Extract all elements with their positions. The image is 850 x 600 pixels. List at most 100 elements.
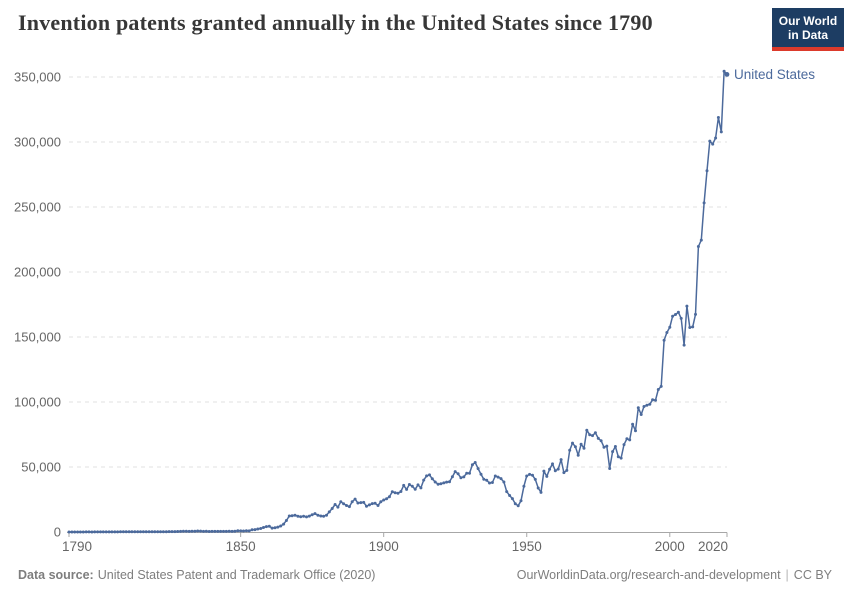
- data-point-1813: [133, 530, 137, 534]
- data-point-1924: [450, 475, 454, 479]
- data-point-1829: [179, 529, 183, 533]
- data-point-1807: [116, 530, 120, 534]
- data-point-2009: [694, 312, 697, 316]
- data-point-1911: [413, 487, 417, 491]
- data-point-1889: [350, 500, 354, 504]
- data-point-1976: [599, 439, 603, 443]
- data-point-1970: [582, 446, 586, 450]
- data-point-1849: [236, 529, 240, 533]
- data-point-1843: [219, 529, 223, 533]
- data-point-1858: [262, 526, 265, 529]
- data-point-1824: [164, 530, 168, 534]
- y-axis-label-0: 0: [54, 525, 61, 540]
- data-point-1871: [299, 515, 303, 519]
- data-point-1990: [639, 413, 643, 416]
- data-point-2008: [691, 325, 695, 329]
- x-axis-label-2020: 2020: [698, 539, 728, 554]
- data-point-1830: [181, 529, 185, 533]
- data-point-1864: [279, 524, 283, 528]
- data-point-1937: [488, 481, 491, 485]
- data-point-1894: [365, 504, 368, 508]
- data-point-1815: [139, 530, 142, 534]
- data-point-1957: [545, 474, 549, 478]
- data-point-1817: [144, 530, 148, 534]
- data-point-1803: [104, 530, 108, 534]
- data-point-1987: [631, 422, 635, 426]
- data-point-2012: [702, 201, 706, 205]
- data-point-1877: [316, 513, 320, 517]
- data-point-1940: [496, 475, 500, 479]
- data-point-1917: [430, 477, 434, 481]
- data-point-1804: [107, 530, 111, 534]
- data-point-1909: [407, 483, 411, 486]
- data-point-1958: [548, 467, 552, 471]
- data-point-1853: [247, 529, 251, 533]
- data-point-1795: [81, 530, 85, 534]
- data-point-1994: [651, 398, 655, 402]
- data-point-1988: [634, 429, 637, 433]
- data-point-1998: [662, 338, 666, 342]
- owid-logo[interactable]: Our World in Data: [772, 8, 844, 51]
- data-point-1991: [642, 405, 646, 408]
- data-point-1878: [319, 514, 323, 518]
- data-point-1881: [327, 510, 331, 514]
- data-source: Data source: United States Patent and Tra…: [18, 567, 375, 583]
- data-point-1794: [78, 530, 82, 534]
- data-point-2017: [716, 116, 720, 119]
- data-point-1792: [73, 530, 77, 534]
- data-point-1797: [87, 530, 91, 534]
- y-axis-label-50000: 50,000: [21, 460, 61, 475]
- series-label-united-states[interactable]: United States: [734, 67, 815, 82]
- data-point-1978: [605, 444, 609, 448]
- owid-logo-line1: Our World: [778, 14, 838, 28]
- data-point-1805: [110, 530, 114, 534]
- y-axis-label-150000: 150,000: [14, 330, 61, 345]
- data-point-1820: [153, 530, 157, 534]
- data-point-1997: [659, 384, 663, 388]
- data-point-2006: [685, 304, 689, 308]
- data-point-1938: [490, 481, 494, 484]
- data-point-1832: [187, 529, 191, 533]
- data-point-1863: [276, 525, 280, 529]
- data-point-1993: [648, 402, 652, 406]
- data-point-1913: [419, 486, 423, 490]
- data-point-1999: [665, 331, 669, 334]
- united-states-line[interactable]: [68, 70, 728, 533]
- data-point-1856: [256, 527, 260, 531]
- data-point-1942: [502, 480, 506, 484]
- data-point-1861: [270, 526, 274, 530]
- data-point-1848: [233, 529, 237, 533]
- data-point-1923: [448, 480, 451, 484]
- data-point-1868: [290, 514, 294, 518]
- data-point-1865: [282, 522, 286, 526]
- data-point-1953: [533, 477, 537, 481]
- data-point-1965: [568, 448, 572, 452]
- data-point-1859: [264, 525, 268, 529]
- data-point-1888: [347, 505, 351, 509]
- data-point-1986: [628, 438, 632, 442]
- data-point-1918: [433, 480, 437, 484]
- owid-url-link[interactable]: OurWorldinData.org/research-and-developm…: [516, 568, 781, 582]
- data-point-1854: [250, 528, 254, 532]
- data-point-1989: [636, 406, 640, 410]
- data-point-1847: [230, 529, 234, 533]
- data-point-1884: [336, 505, 340, 509]
- data-point-1927: [459, 476, 463, 480]
- data-point-1984: [622, 443, 626, 447]
- data-point-2005: [682, 343, 686, 347]
- x-axis-label-1790: 1790: [62, 539, 92, 554]
- data-point-1932: [473, 461, 477, 464]
- data-point-1840: [210, 529, 214, 533]
- data-point-1906: [399, 490, 403, 493]
- data-point-1885: [339, 500, 343, 504]
- data-point-2011: [699, 238, 703, 242]
- data-point-1981: [613, 445, 617, 448]
- data-point-2002: [674, 313, 677, 316]
- data-point-1870: [296, 514, 300, 518]
- data-point-1946: [513, 502, 517, 506]
- data-point-1939: [493, 474, 497, 478]
- data-point-1833: [190, 529, 194, 533]
- data-point-1860: [267, 524, 271, 528]
- data-point-1902: [387, 495, 391, 499]
